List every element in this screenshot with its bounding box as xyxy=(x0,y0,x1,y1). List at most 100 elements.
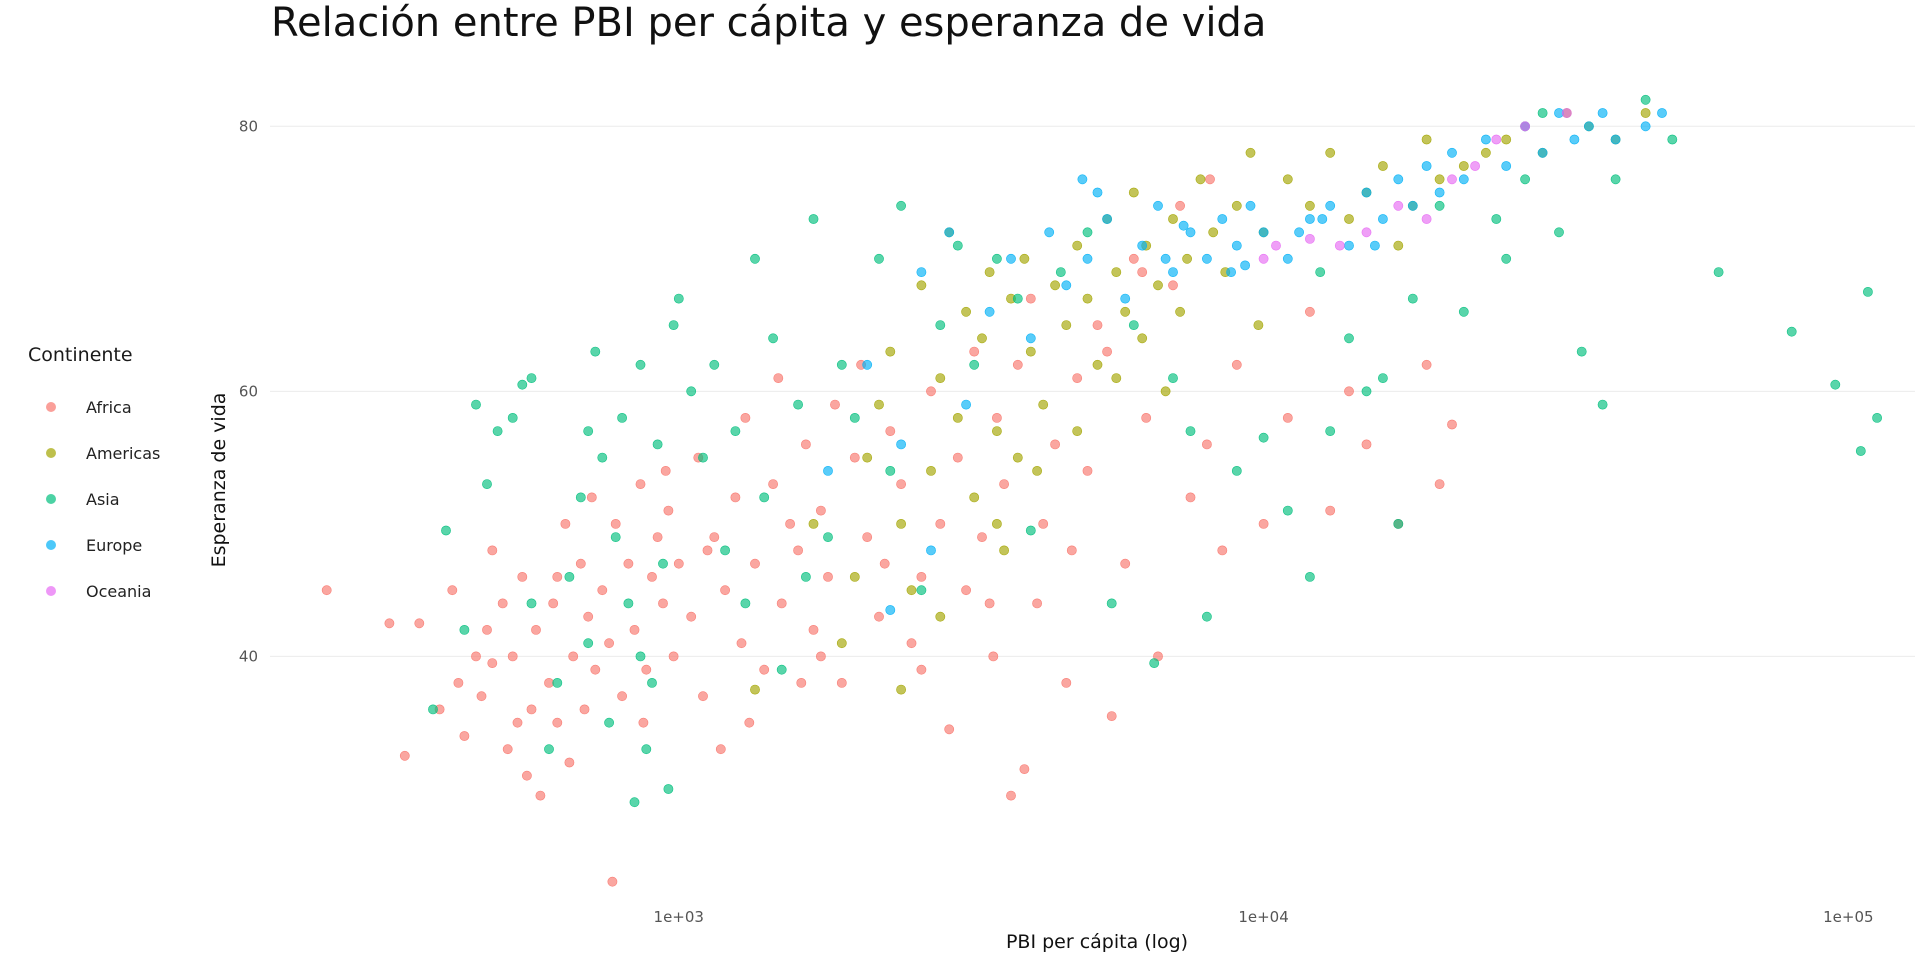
data-point-asia xyxy=(1872,412,1882,423)
data-point-africa xyxy=(961,585,971,596)
data-point-africa xyxy=(635,479,646,489)
legend-swatch xyxy=(46,402,56,412)
data-point-asia xyxy=(1082,227,1093,238)
data-point-europe xyxy=(1061,280,1072,291)
data-point-africa xyxy=(1202,439,1212,450)
legend-label: Americas xyxy=(86,443,161,463)
data-point-africa xyxy=(453,678,464,688)
data-point-africa xyxy=(487,545,498,556)
data-point-africa xyxy=(548,598,559,609)
data-point-americas xyxy=(750,684,760,695)
data-point-africa xyxy=(384,618,395,629)
data-point-americas xyxy=(1305,200,1315,211)
data-point-africa xyxy=(641,664,652,675)
data-point-europe xyxy=(1325,200,1336,211)
legend-item-africa: Africa xyxy=(28,384,160,430)
data-point-asia xyxy=(1520,174,1530,185)
data-point-africa xyxy=(673,558,684,569)
data-point-oceania xyxy=(1520,121,1530,132)
data-point-europe xyxy=(1120,293,1131,304)
data-point-asia xyxy=(759,492,770,503)
data-point-africa xyxy=(399,750,410,761)
data-point-americas xyxy=(1175,306,1185,317)
data-point-asia xyxy=(610,532,621,542)
data-point-asia xyxy=(885,465,896,476)
data-point-americas xyxy=(969,492,980,503)
gridlines xyxy=(270,125,1915,657)
data-point-africa xyxy=(896,479,906,489)
data-point-americas xyxy=(935,611,946,622)
data-point-asia xyxy=(641,744,652,755)
data-point-africa xyxy=(1185,492,1196,503)
data-point-asia xyxy=(801,572,811,582)
data-point-africa xyxy=(564,757,575,768)
data-point-asia xyxy=(597,452,608,463)
data-point-asia xyxy=(471,399,481,410)
data-point-africa xyxy=(768,479,778,489)
data-point-asia xyxy=(517,379,528,390)
data-point-africa xyxy=(497,598,508,609)
data-point-asia xyxy=(668,320,679,330)
y-axis-ticks: 40 60 80 xyxy=(239,117,258,665)
data-point-africa xyxy=(1361,439,1372,450)
data-point-africa xyxy=(874,611,884,622)
data-point-africa xyxy=(793,545,803,556)
data-point-asia xyxy=(1537,108,1548,118)
data-point-africa xyxy=(482,625,492,635)
data-point-oceania xyxy=(1421,214,1432,224)
data-point-africa xyxy=(517,572,528,582)
data-point-europe xyxy=(1657,108,1667,118)
legend-item-europe: Europe xyxy=(28,522,160,568)
data-point-africa xyxy=(916,572,927,582)
data-point-africa xyxy=(830,399,840,410)
data-point-africa xyxy=(1447,419,1457,430)
data-point-africa xyxy=(836,678,847,688)
data-point-asia xyxy=(575,492,586,503)
data-point-africa xyxy=(1019,764,1030,774)
data-point-americas xyxy=(1168,214,1178,224)
data-point-europe xyxy=(1092,187,1103,198)
data-point-asia xyxy=(459,625,470,635)
data-point-americas xyxy=(1120,306,1131,317)
y-axis-title: Esperanza de vida xyxy=(208,393,230,568)
legend-title: Continente xyxy=(28,344,133,366)
legend-item-asia: Asia xyxy=(28,476,160,522)
data-point-europe xyxy=(1393,174,1404,185)
legend-label: Europe xyxy=(86,535,143,555)
x-tick-label: 1e+03 xyxy=(654,908,704,926)
data-point-asia xyxy=(1610,174,1621,185)
data-point-asia xyxy=(526,598,537,609)
data-point-europe xyxy=(1569,134,1580,145)
data-point-americas xyxy=(896,684,906,695)
data-point-africa xyxy=(1128,253,1139,264)
data-point-americas xyxy=(916,280,927,291)
data-point-africa xyxy=(552,717,563,728)
data-point-africa xyxy=(526,704,537,715)
data-point-asia xyxy=(969,359,980,370)
data-point-africa xyxy=(658,598,668,609)
legend-swatch xyxy=(46,540,56,550)
data-point-africa xyxy=(808,625,819,635)
data-point-asia xyxy=(952,240,963,251)
data-point-asia xyxy=(1554,227,1564,238)
data-point-europe xyxy=(1185,227,1196,238)
data-point-africa xyxy=(1120,558,1131,569)
data-point-africa xyxy=(1032,598,1042,609)
data-point-asia xyxy=(663,784,674,794)
data-point-asia xyxy=(750,253,760,264)
data-point-europe xyxy=(823,465,833,476)
data-point-asia xyxy=(793,399,803,410)
data-point-americas xyxy=(926,465,936,476)
data-point-asia xyxy=(1325,426,1336,436)
data-point-europe xyxy=(1258,227,1269,238)
data-point-oceania xyxy=(1305,233,1315,244)
data-point-africa xyxy=(1106,711,1117,721)
data-point-europe xyxy=(1317,214,1328,224)
data-point-africa xyxy=(796,678,807,688)
data-point-africa xyxy=(447,585,458,596)
data-point-asia xyxy=(1305,572,1315,582)
data-point-africa xyxy=(1175,200,1185,211)
data-point-africa xyxy=(740,412,751,423)
data-point-americas xyxy=(977,333,987,344)
data-point-americas xyxy=(808,519,819,529)
